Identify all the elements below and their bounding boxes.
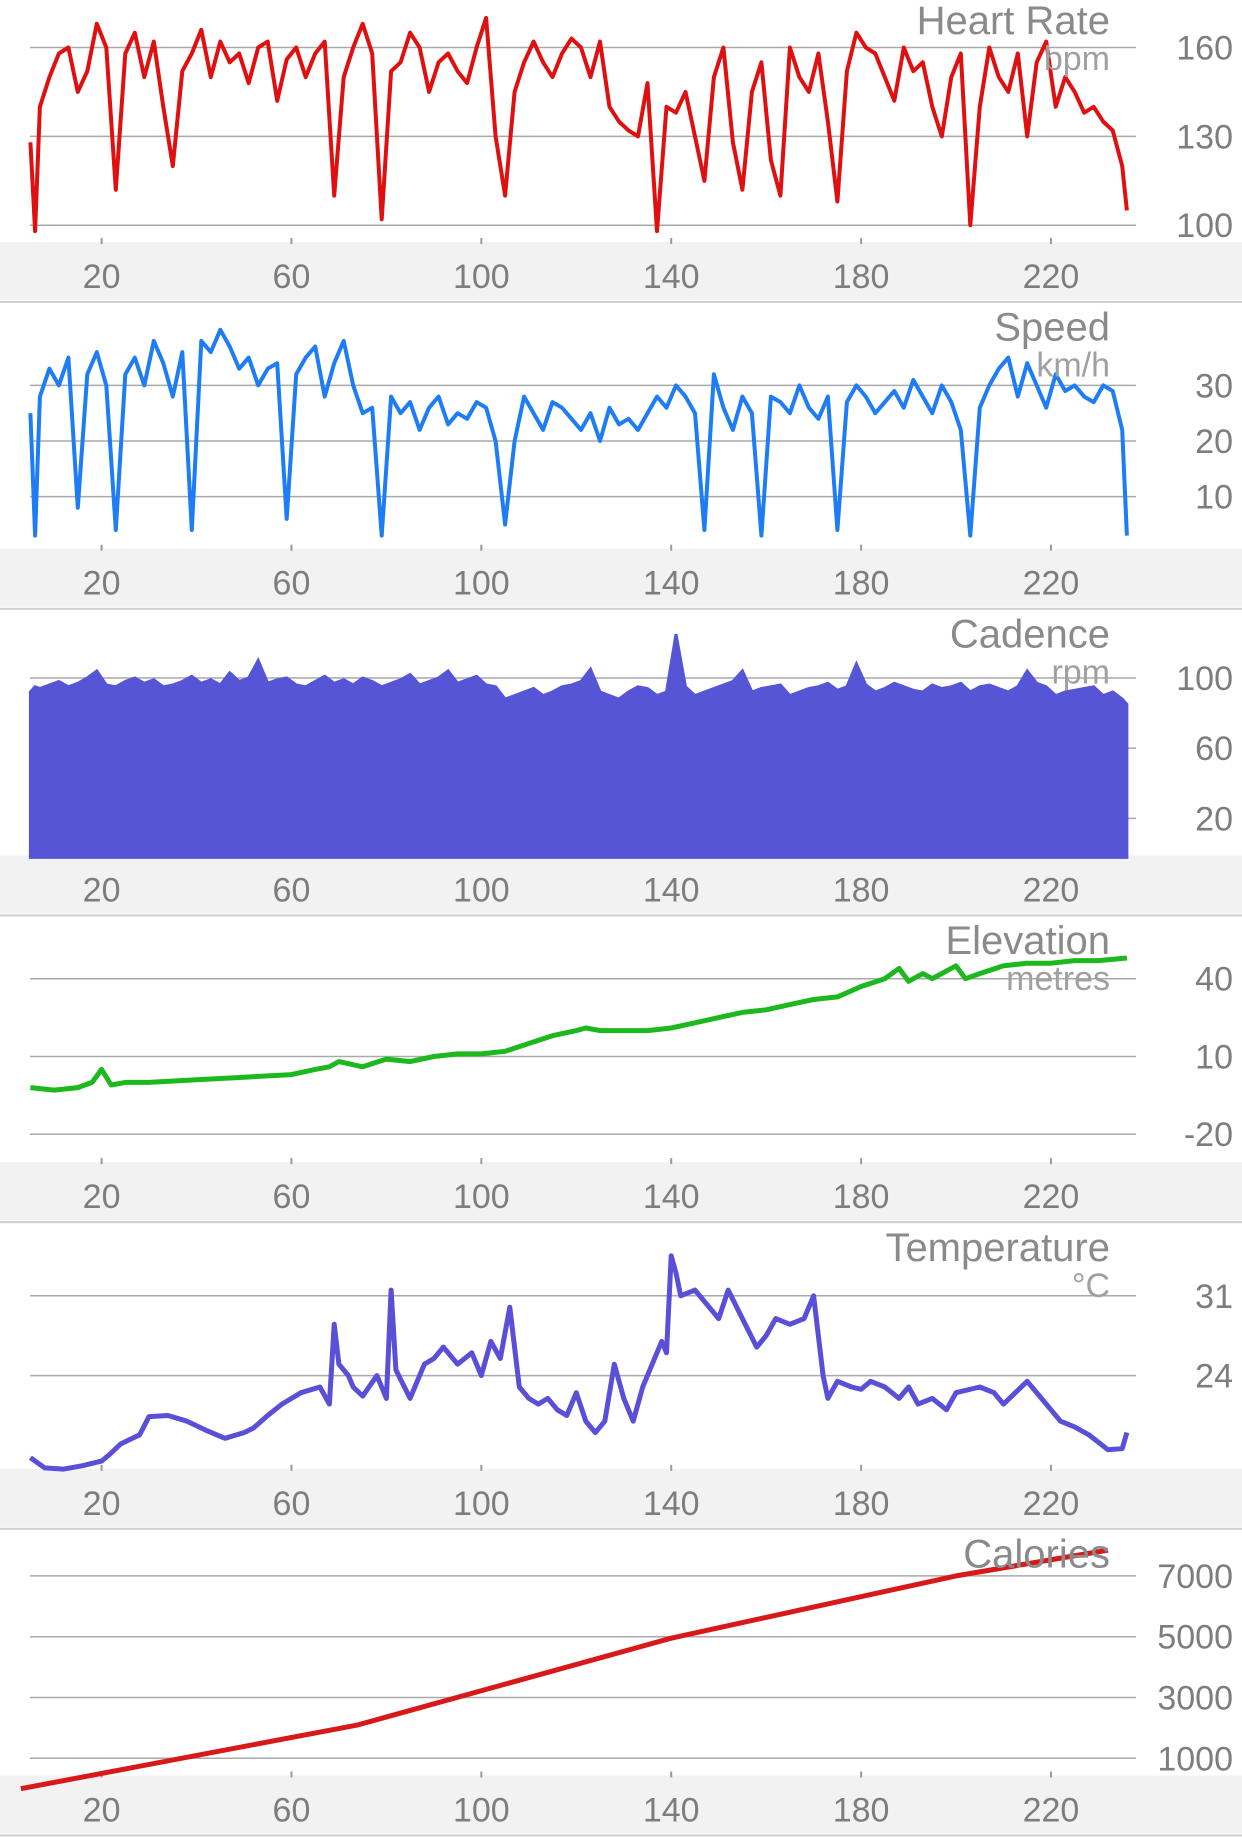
- y-tick-label: 1000: [1157, 1740, 1233, 1778]
- y-tick-label: 130: [1176, 118, 1233, 156]
- y-tick-label: 7000: [1157, 1558, 1233, 1596]
- y-tick-label: 100: [1176, 207, 1233, 245]
- chart-title: Calories: [963, 1533, 1110, 1577]
- chart-unit: °C: [1072, 1267, 1110, 1305]
- y-tick-label: 20: [1195, 800, 1233, 838]
- x-tick-label: 60: [273, 565, 311, 603]
- chart-title: Heart Rate: [917, 0, 1110, 43]
- series-line: [28, 15, 1129, 234]
- x-axis-band: [0, 548, 1242, 607]
- y-tick-label: -20: [1184, 1116, 1233, 1154]
- x-tick-label: 220: [1023, 1178, 1080, 1216]
- chart-unit: rpm: [1051, 653, 1110, 691]
- x-tick-label: 60: [273, 1792, 311, 1830]
- x-tick-label: 140: [643, 871, 700, 909]
- series-line: [20, 1547, 1109, 1792]
- x-tick-label: 140: [643, 1178, 700, 1216]
- x-tick-label: 100: [453, 565, 510, 603]
- x-axis-band: [0, 1162, 1242, 1221]
- x-axis-band: [0, 1775, 1242, 1834]
- x-tick-label: 60: [273, 871, 311, 909]
- x-tick-label: 180: [833, 871, 890, 909]
- y-tick-label: 31: [1195, 1278, 1233, 1316]
- series-area: [28, 633, 1129, 859]
- x-axis-band: [0, 242, 1242, 300]
- x-tick-label: 140: [643, 1792, 700, 1830]
- x-tick-label: 220: [1023, 871, 1080, 909]
- chart-title: Cadence: [950, 612, 1110, 656]
- y-tick-label: 30: [1195, 367, 1233, 405]
- chart-panel-temperature: 24 31 20 60 100 140 180 220 Temperature°C: [0, 1226, 1242, 1530]
- series-line: [28, 1253, 1130, 1472]
- chart-title: Temperature: [885, 1226, 1110, 1270]
- x-tick-label: 20: [83, 1178, 121, 1216]
- chart-unit: metres: [1006, 960, 1110, 998]
- x-tick-label: 100: [453, 871, 510, 909]
- x-tick-label: 180: [833, 565, 890, 603]
- x-tick-label: 20: [83, 1485, 121, 1523]
- x-tick-label: 220: [1023, 565, 1080, 603]
- x-tick-label: 60: [273, 1485, 311, 1523]
- x-tick-label: 100: [453, 1485, 510, 1523]
- x-tick-label: 180: [833, 1485, 890, 1523]
- series-line: [28, 327, 1129, 538]
- chart-unit: km/h: [1036, 347, 1110, 385]
- chart-title: Elevation: [945, 919, 1110, 963]
- x-tick-label: 180: [833, 258, 890, 296]
- x-tick-label: 220: [1023, 258, 1080, 296]
- x-tick-label: 220: [1023, 1485, 1080, 1523]
- y-tick-label: 3000: [1157, 1680, 1233, 1718]
- x-tick-label: 140: [643, 565, 700, 603]
- y-tick-label: 5000: [1157, 1619, 1233, 1657]
- y-tick-label: 60: [1195, 730, 1233, 768]
- x-tick-label: 20: [83, 1792, 121, 1830]
- y-tick-label: 100: [1176, 660, 1233, 698]
- x-tick-label: 20: [83, 565, 121, 603]
- x-tick-label: 100: [453, 258, 510, 296]
- chart-title: Speed: [994, 306, 1110, 350]
- x-tick-label: 60: [273, 1178, 311, 1216]
- chart-unit: bpm: [1044, 40, 1110, 78]
- y-tick-label: 160: [1176, 30, 1233, 68]
- x-axis-band: [0, 855, 1242, 914]
- x-tick-label: 140: [643, 258, 700, 296]
- y-tick-label: 24: [1195, 1358, 1233, 1396]
- y-tick-label: 10: [1195, 479, 1233, 517]
- x-axis-band: [0, 1468, 1242, 1527]
- series-line: [30, 955, 1128, 1093]
- x-tick-label: 20: [83, 871, 121, 909]
- x-tick-label: 60: [273, 258, 311, 296]
- x-tick-label: 220: [1023, 1792, 1080, 1830]
- x-tick-label: 20: [83, 258, 121, 296]
- chart-panel-calories: 1000 3000 5000 7000 20 60 100 140 180 220 Calories: [0, 1533, 1242, 1837]
- y-tick-label: 20: [1195, 423, 1233, 461]
- x-tick-label: 100: [453, 1792, 510, 1830]
- x-tick-label: 100: [453, 1178, 510, 1216]
- x-tick-label: 180: [833, 1178, 890, 1216]
- x-tick-label: 140: [643, 1485, 700, 1523]
- x-tick-label: 180: [833, 1792, 890, 1830]
- y-tick-label: 40: [1195, 961, 1233, 999]
- y-tick-label: 10: [1195, 1038, 1233, 1076]
